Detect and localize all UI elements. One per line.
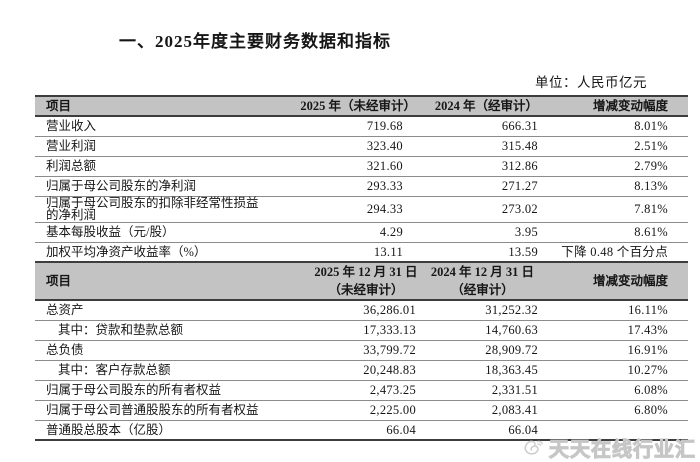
value-2024-cell: 273.02 — [420, 196, 545, 223]
column-header-change: 增减变动幅度 — [545, 260, 688, 302]
value-2024-cell: 14,760.63 — [420, 320, 545, 341]
table-row: 利润总额 321.60 312.86 2.79% — [35, 156, 688, 177]
unit-label: 单位：人民币亿元 — [535, 75, 647, 90]
value-2025-cell: 20,248.83 — [260, 360, 420, 381]
value-2025-cell: 323.40 — [260, 136, 420, 157]
item-cell: 归属于母公司普通股股东的所有者权益 — [35, 400, 260, 421]
page-title: 一、2025年度主要财务数据和指标 — [119, 32, 391, 51]
value-2025-cell: 321.60 — [260, 156, 420, 177]
item-cell: 归属于母公司股东的所有者权益 — [35, 380, 260, 401]
table-row: 归属于母公司股东的扣除非经常性损益的净利润 294.33 273.02 7.81… — [35, 196, 688, 223]
column-header-2025-date: 2025 年 12 月 31 日 （未经审计） — [260, 260, 420, 302]
table-row: 其中：贷款和垫款总额 17,333.13 14,760.63 17.43% — [35, 320, 688, 341]
table-row: 归属于母公司普通股股东的所有者权益 2,225.00 2,083.41 6.80… — [35, 400, 688, 421]
value-2024-cell: 28,909.72 — [420, 340, 545, 361]
value-2024-cell: 271.27 — [420, 176, 545, 197]
value-2024-cell: 18,363.45 — [420, 360, 545, 381]
item-cell: 归属于母公司股东的净利润 — [35, 176, 260, 197]
change-cell: 2.79% — [545, 156, 688, 177]
value-2025-cell: 294.33 — [260, 196, 420, 223]
table-row: 营业利润 323.40 315.48 2.51% — [35, 136, 688, 157]
value-2024-cell: 31,252.32 — [420, 300, 545, 321]
column-header-2024-date-line2: （经审计） — [451, 283, 514, 298]
value-2025-cell: 17,333.13 — [260, 320, 420, 341]
value-2025-cell: 293.33 — [260, 176, 420, 197]
value-2025-cell: 33,799.72 — [260, 340, 420, 361]
table-row: 总资产 36,286.01 31,252.32 16.11% — [35, 300, 688, 321]
value-2025-cell: 36,286.01 — [260, 300, 420, 321]
table-row: 总负债 33,799.72 28,909.72 16.91% — [35, 340, 688, 361]
table-row: 归属于母公司股东的净利润 293.33 271.27 8.13% — [35, 176, 688, 197]
item-cell: 归属于母公司股东的扣除非经常性损益的净利润 — [35, 196, 260, 223]
value-2024-cell: 666.31 — [420, 116, 545, 137]
value-2024-cell: 66.04 — [420, 420, 545, 442]
item-cell: 营业收入 — [35, 116, 260, 137]
value-2025-cell: 66.04 — [260, 420, 420, 442]
item-cell: 加权平均净资产收益率（%） — [35, 242, 260, 263]
change-cell: 8.01% — [545, 116, 688, 137]
table-row: 其中：客户存款总额 20,248.83 18,363.45 10.27% — [35, 360, 688, 381]
item-cell: 普通股总股本（亿股） — [35, 420, 260, 442]
change-cell: 17.43% — [545, 320, 688, 341]
column-header-2024-date-line1: 2024 年 12 月 31 日 — [430, 265, 535, 279]
table-row: 加权平均净资产收益率（%） 13.11 13.59 下降 0.48 个百分点 — [35, 242, 688, 263]
value-2025-cell: 719.68 — [260, 116, 420, 137]
table-row: 归属于母公司股东的所有者权益 2,473.25 2,331.51 6.08% — [35, 380, 688, 401]
section2-header-row: 项目 2025 年 12 月 31 日 （未经审计） 2024 年 12 月 3… — [35, 260, 688, 302]
value-2024-cell: 13.59 — [420, 242, 545, 263]
value-2024-cell: 2,083.41 — [420, 400, 545, 421]
column-header-2024-date: 2024 年 12 月 31 日 （经审计） — [420, 260, 545, 302]
table-row: 基本每股收益（元/股） 4.29 3.95 8.61% — [35, 222, 688, 243]
value-2024-cell: 312.86 — [420, 156, 545, 177]
column-header-2025-date-line2: （未经审计） — [328, 283, 404, 298]
change-cell: 16.91% — [545, 340, 688, 361]
financial-table: 项目 2025 年（未经审计） 2024 年（经审计） 增减变动幅度 营业收入 … — [35, 95, 688, 442]
change-cell: 8.13% — [545, 176, 688, 197]
value-2024-cell: 315.48 — [420, 136, 545, 157]
column-header-item: 项目 — [35, 95, 260, 117]
change-cell: 下降 0.48 个百分点 — [545, 242, 688, 263]
item-cell: 其中：贷款和垫款总额 — [35, 320, 260, 341]
value-2025-cell: 2,473.25 — [260, 380, 420, 401]
change-cell: 8.61% — [545, 222, 688, 243]
item-cell: 营业利润 — [35, 136, 260, 157]
value-2025-cell: 13.11 — [260, 242, 420, 263]
item-cell: 其中：客户存款总额 — [35, 360, 260, 381]
column-header-2025: 2025 年（未经审计） — [260, 95, 420, 117]
change-cell: 2.51% — [545, 136, 688, 157]
change-cell: 10.27% — [545, 360, 688, 381]
item-cell: 总资产 — [35, 300, 260, 321]
column-header-2025-date-line1: 2025 年 12 月 31 日 — [314, 265, 418, 279]
change-cell — [545, 420, 688, 442]
column-header-change: 增减变动幅度 — [545, 95, 688, 117]
section1-header-row: 项目 2025 年（未经审计） 2024 年（经审计） 增减变动幅度 — [35, 95, 688, 117]
value-2024-cell: 2,331.51 — [420, 380, 545, 401]
change-cell: 6.80% — [545, 400, 688, 421]
item-cell: 基本每股收益（元/股） — [35, 222, 260, 243]
change-cell: 16.11% — [545, 300, 688, 321]
item-cell: 利润总额 — [35, 156, 260, 177]
value-2024-cell: 3.95 — [420, 222, 545, 243]
column-header-item: 项目 — [35, 260, 260, 302]
item-cell: 总负债 — [35, 340, 260, 361]
change-cell: 7.81% — [545, 196, 688, 223]
column-header-2024: 2024 年（经审计） — [420, 95, 545, 117]
value-2025-cell: 4.29 — [260, 222, 420, 243]
change-cell: 6.08% — [545, 380, 688, 401]
value-2025-cell: 2,225.00 — [260, 400, 420, 421]
table-row: 营业收入 719.68 666.31 8.01% — [35, 116, 688, 137]
table-row: 普通股总股本（亿股） 66.04 66.04 — [35, 420, 688, 442]
